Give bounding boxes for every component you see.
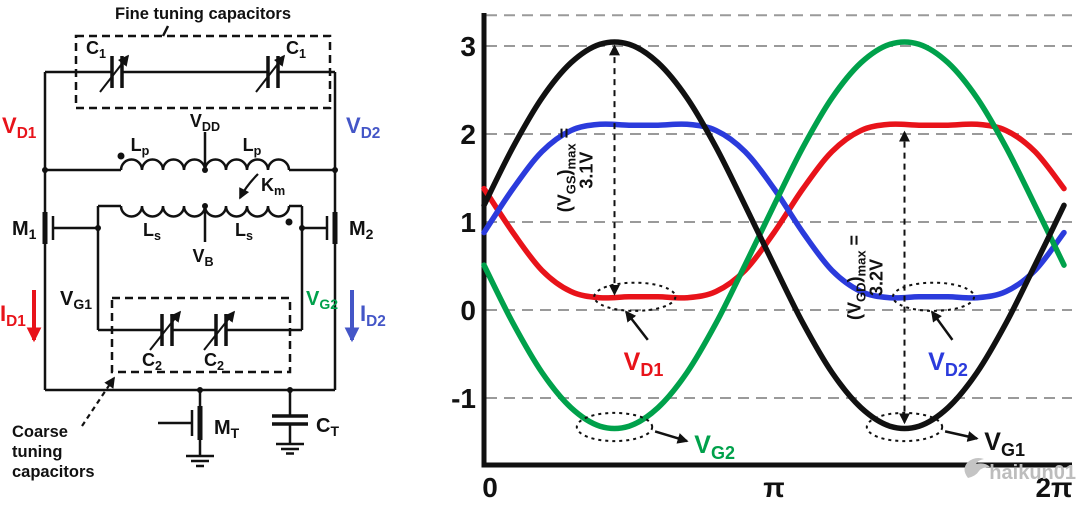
callout-arrow-V_D1 <box>625 310 649 341</box>
y-tick-label: -1 <box>451 383 476 414</box>
label-c1-left: C1 <box>86 38 106 61</box>
y-tick-label: 0 <box>460 295 476 326</box>
junction-dot <box>42 167 48 173</box>
km-coupling-arrow-icon <box>239 173 259 200</box>
vgs-max-label: (VGS)max =3.1V <box>555 128 597 212</box>
callout-arrow-V_D2 <box>930 310 954 341</box>
label-vd2: VD2 <box>346 113 380 142</box>
label-lp-left: Lp <box>131 135 150 158</box>
coarse-label-line1: Coarse <box>12 423 68 441</box>
x-tick-label: 2π <box>1035 472 1072 503</box>
callout-arrow-V_G1 <box>944 430 979 442</box>
curve-V_G2 <box>481 39 1067 432</box>
circuit-linework <box>42 25 338 468</box>
label-vg1: VG1 <box>60 288 92 312</box>
label-vd1: VD1 <box>2 113 37 142</box>
ground-ct-icon <box>276 442 304 455</box>
coarse-callout-arrow <box>81 376 115 427</box>
coarse-label-line2: tuning <box>12 443 62 461</box>
capacitor-c1-right-icon <box>266 56 280 88</box>
varactor-arrow-icon <box>149 310 182 351</box>
label-vb: VB <box>192 246 213 269</box>
label-m1: M1 <box>12 218 37 242</box>
coarse-tuning-box <box>110 296 292 374</box>
varactor-arrow-icon <box>255 54 286 93</box>
label-c2-right: C2 <box>204 350 224 373</box>
waveform-chart: 3 2 1 0 -1 0 π 2π (VGS)max =3.1V (VGD)max =3.2V VD… <box>451 13 1076 503</box>
circuit-wires <box>43 70 337 456</box>
y-tick-label: 2 <box>460 119 476 150</box>
junction-dot <box>299 225 305 231</box>
callout-label-V_D2: VD2 <box>928 348 968 380</box>
y-tick-label: 3 <box>460 31 476 62</box>
label-m2: M2 <box>349 218 374 242</box>
label-c1-right: C1 <box>286 38 306 61</box>
junction-dot <box>95 225 101 231</box>
watermark-text: haikun01 <box>989 462 1076 484</box>
label-id1: ID1 <box>0 301 26 330</box>
junction-dot <box>332 167 338 173</box>
fine-tuning-title: Fine tuning capacitors <box>115 5 291 23</box>
label-vg2: VG2 <box>306 288 338 312</box>
capacitor-c1-left-icon <box>110 56 124 88</box>
label-lp-right: Lp <box>243 135 262 158</box>
curve-V_G1 <box>481 39 1067 432</box>
watermark: haikun01 <box>964 458 1076 484</box>
varactor-arrow-icon <box>203 310 236 351</box>
title-leader-line <box>161 25 170 37</box>
curve-V_D2 <box>481 121 1067 301</box>
callout-ellipse-V_D2 <box>891 281 976 312</box>
label-ls-right: Ls <box>235 220 253 243</box>
polarity-dot <box>117 152 125 160</box>
callout-arrow-V_G2 <box>654 430 689 444</box>
x-tick-label: π <box>763 472 784 503</box>
label-ls-left: Ls <box>143 220 161 243</box>
label-mt: MT <box>214 417 240 441</box>
callout-label-V_G1: VG1 <box>984 428 1025 460</box>
vgd-max-label: (VGD)max =3.2V <box>845 235 887 320</box>
watermark-logo-icon <box>964 458 990 478</box>
junction-dot <box>202 203 208 209</box>
callout-ellipse-V_D1 <box>593 281 677 312</box>
junction-dot <box>287 387 293 393</box>
junction-dot <box>197 387 203 393</box>
curve-V_D1 <box>481 121 1067 301</box>
callout-ellipse-V_G1 <box>865 411 944 443</box>
label-c2-left: C2 <box>142 350 162 373</box>
y-tick-label: 1 <box>460 207 476 238</box>
circuit-labels: Fine tuning capacitors C1 C1 VD1 VD2 VDD… <box>0 5 386 481</box>
chart-root: 3 2 1 0 -1 0 π 2π (VGS)max =3.1V (VGD)max =3.2V VD… <box>451 13 1073 503</box>
coarse-label-line3: capacitors <box>12 463 95 481</box>
label-id2: ID2 <box>360 301 386 330</box>
junction-dots <box>42 152 338 393</box>
capacitor-ct-icon <box>272 414 308 426</box>
callout-label-V_G2: VG2 <box>694 431 735 463</box>
circuit-schematic: Fine tuning capacitors C1 C1 VD1 VD2 VDD… <box>0 5 386 481</box>
callout-label-V_D1: VD1 <box>624 348 664 380</box>
callout-ellipse-V_G2 <box>575 411 654 443</box>
ground-mt-icon <box>186 454 214 468</box>
fine-tuning-box <box>74 34 332 110</box>
label-vdd: VDD <box>190 111 220 134</box>
label-ct: CT <box>316 415 339 439</box>
x-tick-label: 0 <box>482 472 498 503</box>
varactor-arrow-icon <box>99 54 130 93</box>
junction-dot <box>202 167 208 173</box>
label-km: Km <box>261 175 285 198</box>
polarity-dot <box>285 218 293 226</box>
